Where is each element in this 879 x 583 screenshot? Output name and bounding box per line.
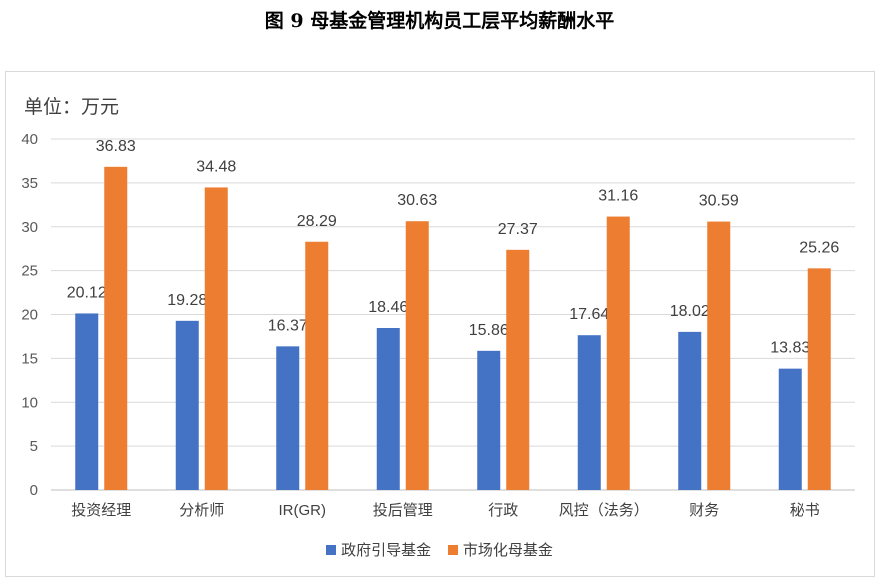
legend-label-government: 政府引导基金 [341,541,432,559]
data-label: 16.37 [268,317,308,334]
data-label: 25.26 [799,239,839,256]
y-tick-label: 20 [21,307,38,324]
legend-item-government: 政府引导基金 [326,539,431,560]
bar [175,320,199,490]
y-tick-label: 35 [21,175,38,192]
data-label: 19.28 [167,292,207,309]
bar [104,166,128,490]
bar [707,221,731,490]
legend: 政府引导基金 市场化母基金 [0,539,879,560]
data-label: 18.02 [670,303,710,320]
bar [606,216,630,491]
x-tick-label: 投资经理 [71,502,131,519]
y-tick-label: 30 [21,219,38,236]
bar [577,335,601,490]
legend-label-market: 市场化母基金 [462,541,553,559]
x-tick-label: 秘书 [790,502,820,519]
bar [75,313,99,490]
bar [405,221,429,491]
x-tick-label: 行政 [488,502,518,519]
bar [276,346,300,490]
y-tick-label: 10 [21,394,38,411]
x-tick-label: IR(GR) [279,502,327,519]
data-label: 28.29 [297,213,337,230]
x-tick-label: 财务 [689,502,719,519]
data-label: 36.83 [96,138,136,155]
data-label: 34.48 [196,158,236,175]
legend-item-market: 市场化母基金 [447,539,553,560]
y-tick-label: 0 [30,482,38,499]
bar [376,328,400,490]
x-tick-label: 投后管理 [373,502,433,519]
data-label: 15.86 [469,322,509,339]
figure-title: 图 9 母基金管理机构员工层平均薪酬水平 [264,10,615,32]
bar [678,331,702,490]
y-tick-label: 5 [30,438,38,455]
bar [506,249,530,490]
y-tick-label: 25 [21,263,38,280]
data-label: 31.16 [598,188,638,205]
data-label: 30.59 [699,193,739,210]
legend-swatch-market [447,544,458,555]
data-label: 27.37 [498,221,538,238]
x-tick-label: 风控（法务） [559,502,649,519]
bar [305,241,329,490]
legend-swatch-government [326,544,337,555]
data-label: 20.12 [67,284,107,301]
y-tick-label: 40 [21,131,38,148]
x-tick-label: 分析师 [179,502,224,519]
y-tick-label: 15 [21,350,38,367]
bar [778,368,802,490]
bar [204,187,228,491]
unit-label: 单位：万元 [24,96,120,118]
data-label: 17.64 [569,306,609,323]
data-label: 30.63 [397,192,437,209]
bar [807,268,831,490]
bar [477,350,501,490]
data-label: 18.46 [368,299,408,316]
data-label: 13.83 [770,340,810,357]
